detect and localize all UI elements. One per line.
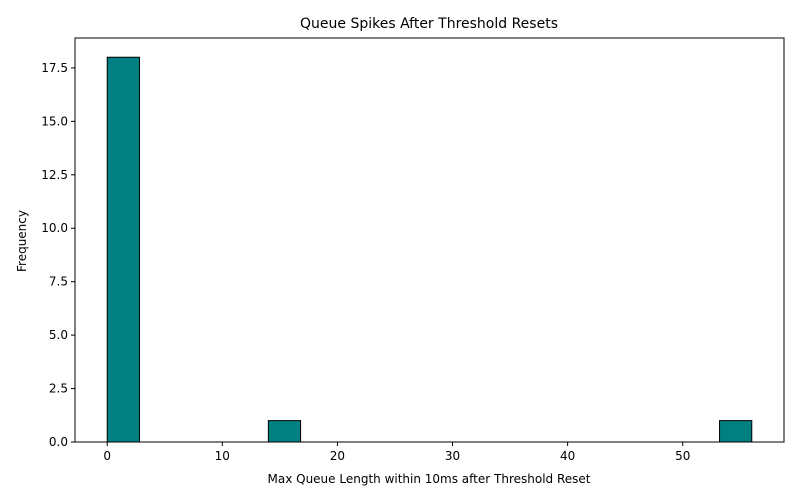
y-tick-label: 10.0 — [41, 221, 68, 235]
y-tick-label: 12.5 — [41, 168, 68, 182]
x-tick-label: 0 — [103, 449, 111, 463]
y-tick-label: 15.0 — [41, 114, 68, 128]
y-tick-label: 7.5 — [49, 275, 68, 289]
axes-layer: 0 10 20 30 40 50 0.0 2.5 5.0 7.5 10.0 12.5 15.0 17.5 — [41, 37, 785, 463]
x-tick-label: 20 — [330, 449, 345, 463]
bars-layer — [106, 56, 753, 443]
x-tick-label: 40 — [560, 449, 575, 463]
y-tick-label: 0.0 — [49, 435, 68, 449]
y-tick-label: 2.5 — [49, 382, 68, 396]
y-axis-label: Frequency — [15, 210, 29, 272]
y-tick-label: 17.5 — [41, 61, 68, 75]
chart-title: Queue Spikes After Threshold Resets — [300, 16, 558, 32]
histogram-bar — [719, 420, 753, 443]
histogram-bar — [106, 56, 140, 443]
x-tick-label: 10 — [215, 449, 230, 463]
plot-frame — [74, 37, 785, 443]
y-tick-label: 5.0 — [49, 328, 68, 342]
histogram-bar — [267, 420, 302, 443]
x-axis-label: Max Queue Length within 10ms after Thres… — [268, 472, 591, 486]
x-tick-label: 50 — [675, 449, 690, 463]
x-tick-label: 30 — [445, 449, 460, 463]
